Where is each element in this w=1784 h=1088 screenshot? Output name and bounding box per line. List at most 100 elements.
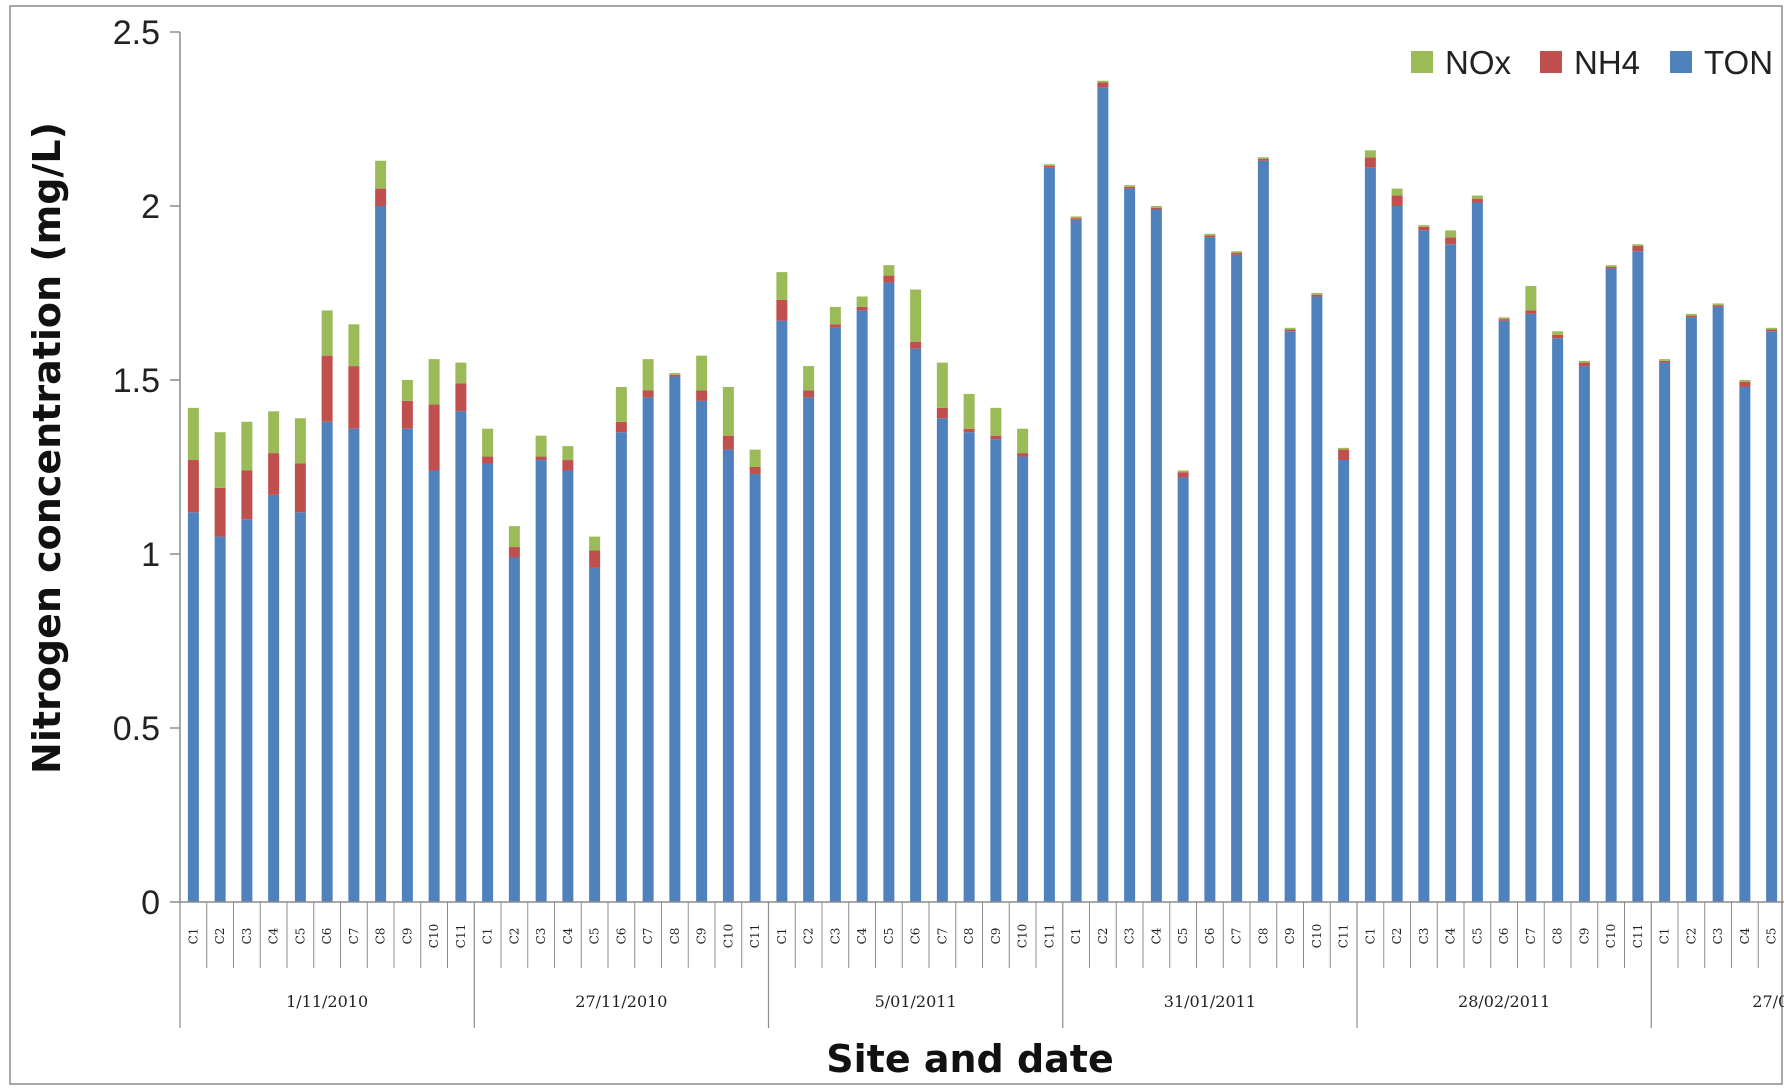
bar-ton — [268, 494, 280, 902]
x-tick-label: C4 — [267, 927, 281, 944]
bar-nox — [562, 446, 574, 461]
bar-ton — [1177, 477, 1189, 902]
bar-nox — [1739, 380, 1751, 382]
x-tick-label: C9 — [1577, 928, 1591, 945]
y-tick-label: 2 — [141, 188, 160, 226]
bar-ton — [856, 310, 868, 902]
bar-nox — [1525, 286, 1537, 311]
bar-nh4 — [963, 428, 975, 433]
bar-nox — [268, 411, 280, 454]
y-tick-label: 0.5 — [113, 710, 160, 748]
bar-ton — [214, 536, 226, 902]
x-tick-label: C2 — [1390, 928, 1404, 945]
x-tick-label: C10 — [721, 924, 735, 948]
bar-nox — [1070, 216, 1082, 219]
bar-ton — [1311, 296, 1323, 903]
bar-nox — [348, 324, 360, 367]
bar-nh4 — [615, 421, 627, 433]
bar-ton — [508, 557, 520, 902]
bar-nh4 — [1632, 246, 1644, 252]
y-tick-label: 2.5 — [113, 14, 160, 52]
bar-nox — [401, 380, 413, 401]
bar-nox — [1017, 428, 1029, 454]
y-tick-label: 0 — [141, 884, 160, 922]
bar-ton — [803, 397, 815, 902]
bar-nh4 — [1284, 329, 1296, 332]
bar-nh4 — [562, 460, 574, 471]
x-tick-label: C10 — [1016, 924, 1030, 948]
bar-nh4 — [1766, 329, 1778, 332]
bar-ton — [1070, 219, 1082, 903]
bar-ton — [1605, 268, 1617, 902]
bar-ton — [1739, 386, 1751, 903]
x-tick-label: C4 — [1149, 927, 1163, 944]
bar-ton — [696, 400, 708, 902]
bar-nh4 — [1659, 360, 1671, 363]
bar-ton — [1257, 160, 1269, 902]
bar-nox — [1257, 157, 1269, 160]
bar-nh4 — [1685, 315, 1697, 318]
x-tick-label: C8 — [1551, 928, 1565, 945]
bar-ton — [749, 473, 761, 902]
bar-nox — [241, 421, 253, 471]
bar-nox — [696, 355, 708, 391]
bar-ton — [321, 421, 333, 902]
group-label: 28/02/2011 — [1458, 992, 1550, 1011]
x-tick-label: C5 — [1470, 928, 1484, 945]
bar-nh4 — [241, 470, 253, 520]
x-tick-label: C9 — [1283, 928, 1297, 945]
bar-ton — [1578, 366, 1590, 903]
x-tick-label: C5 — [588, 928, 602, 945]
bars — [187, 80, 1778, 903]
bar-nox — [187, 407, 199, 461]
bar-nh4 — [375, 188, 387, 206]
bar-ton — [1418, 230, 1430, 903]
bar-ton — [375, 206, 387, 902]
bar-nh4 — [1097, 82, 1109, 88]
bar-ton — [1231, 254, 1243, 903]
bar-ton — [1766, 331, 1778, 902]
x-tick-label: C6 — [614, 928, 628, 945]
bar-ton — [535, 460, 547, 902]
bar-nh4 — [1257, 159, 1269, 161]
bar-ton — [1632, 251, 1644, 903]
bar-ton — [963, 432, 975, 902]
bar-nox — [1632, 244, 1644, 247]
bar-nh4 — [1498, 319, 1510, 321]
group-label: 31/01/2011 — [1164, 992, 1256, 1011]
bar-ton — [348, 428, 360, 902]
bar-nox — [482, 428, 494, 457]
x-tick-label: C11 — [1042, 924, 1056, 948]
group-label: 1/11/2010 — [286, 992, 368, 1011]
bar-ton — [1659, 362, 1671, 903]
bar-ton — [1498, 320, 1510, 903]
bar-nh4 — [856, 306, 868, 311]
x-tick-label: C10 — [1604, 924, 1618, 948]
y-tick-label: 1 — [141, 536, 160, 574]
x-tick-label: C8 — [668, 928, 682, 945]
bar-ton — [829, 327, 841, 902]
x-tick-label: C4 — [1738, 927, 1752, 944]
bar-nh4 — [1445, 237, 1457, 245]
legend-label-ton: TON — [1704, 44, 1773, 81]
x-tick-label: C11 — [748, 924, 762, 948]
bar-ton — [428, 470, 440, 902]
bar-nh4 — [535, 456, 547, 461]
bar-nh4 — [589, 550, 601, 568]
bar-nh4 — [187, 460, 199, 513]
x-tick-label: C1 — [775, 928, 789, 945]
bar-nh4 — [1525, 310, 1537, 314]
x-tick-label: C2 — [802, 928, 816, 945]
bar-nox — [1659, 359, 1671, 361]
bar-nh4 — [749, 467, 761, 474]
bar-nh4 — [696, 390, 708, 401]
bar-ton — [722, 449, 734, 902]
x-tick-label: C2 — [507, 928, 521, 945]
x-tick-label: C5 — [293, 928, 307, 945]
bar-nox — [321, 310, 333, 356]
bar-ton — [1471, 202, 1483, 902]
bar-ton — [1150, 209, 1162, 903]
bar-nh4 — [936, 407, 948, 419]
bar-nh4 — [1177, 472, 1189, 478]
